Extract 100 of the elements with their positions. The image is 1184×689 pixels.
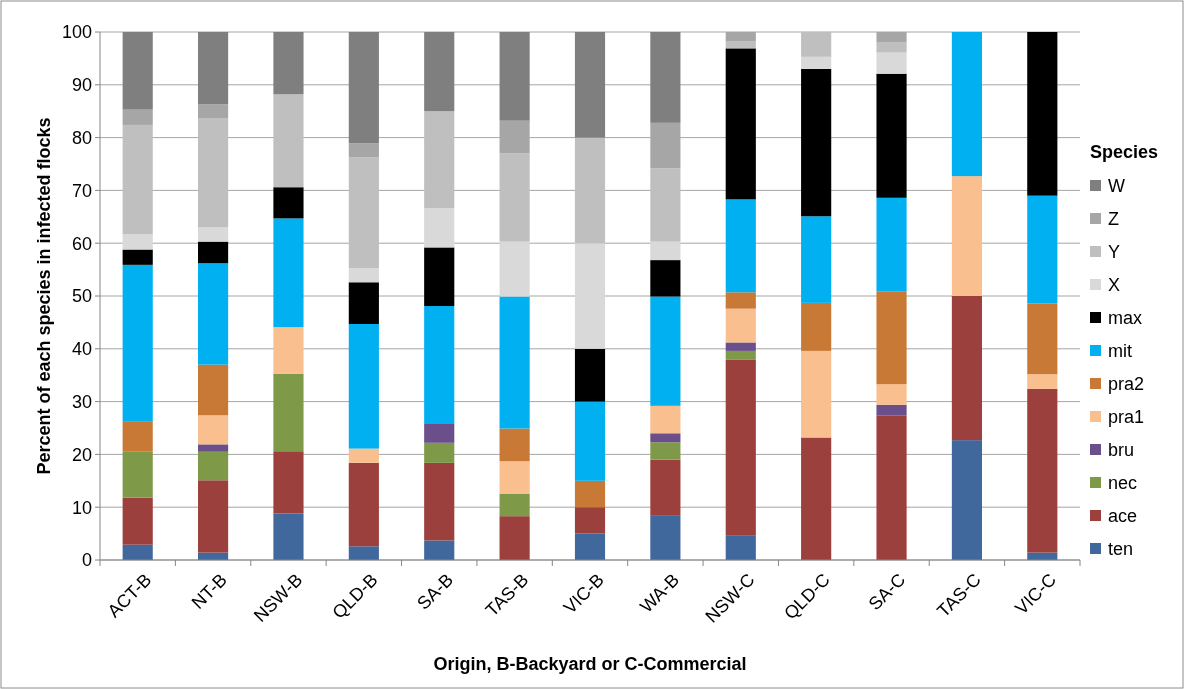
bar: [122, 264, 153, 422]
y-tick-label: 50: [71, 286, 92, 307]
legend-title: Species: [1090, 142, 1159, 162]
y-tick-label: 60: [71, 233, 92, 254]
y-tick-label: 100: [61, 22, 92, 43]
y-tick-label: 40: [71, 339, 92, 360]
bar: [725, 292, 756, 309]
bar: [650, 296, 681, 406]
bar: [801, 216, 832, 303]
bar: [951, 440, 982, 560]
bar: [198, 118, 229, 228]
bar: [348, 323, 379, 449]
bar: [348, 32, 379, 144]
bar: [725, 40, 756, 49]
bar: [801, 32, 832, 57]
legend-label: pra1: [1108, 407, 1145, 428]
bar: [876, 404, 907, 416]
bar: [574, 480, 606, 508]
bar: [348, 546, 379, 560]
legend-label: X: [1108, 275, 1121, 296]
bar: [801, 302, 832, 351]
bar: [650, 405, 681, 434]
bar: [801, 437, 832, 560]
bar: [1027, 303, 1058, 375]
bar: [876, 73, 907, 198]
x-axis-title: Origin, B-Backyard or C-Commercial: [433, 654, 747, 674]
bar: [122, 249, 153, 265]
y-tick-label: 80: [71, 127, 92, 148]
bar: [650, 433, 681, 443]
bar: [876, 42, 907, 53]
bar: [424, 540, 455, 560]
bar: [273, 187, 304, 219]
bar: [951, 176, 982, 296]
bar: [348, 462, 379, 547]
y-tick-label: 70: [71, 180, 92, 201]
bar: [574, 32, 606, 138]
bar: [198, 415, 229, 445]
bar: [273, 32, 304, 95]
bar: [725, 199, 756, 293]
bar: [198, 263, 229, 365]
bar: [273, 218, 304, 328]
bar: [499, 32, 530, 121]
y-tick-label: 90: [71, 75, 92, 96]
bar: [122, 497, 153, 545]
y-axis-title: Percent of each species in infected flocks: [34, 117, 54, 475]
bar: [650, 32, 681, 123]
bar: [499, 153, 530, 242]
legend-label: nec: [1108, 473, 1138, 494]
bar: [499, 494, 530, 517]
bar: [574, 533, 606, 560]
bar: [951, 296, 982, 441]
bar: [876, 52, 907, 74]
bar: [122, 32, 153, 110]
bar: [424, 208, 455, 248]
bar: [424, 247, 455, 307]
bar: [876, 291, 907, 385]
bar: [499, 296, 530, 429]
bar: [499, 516, 530, 560]
bar: [499, 461, 530, 494]
legend-label: Y: [1108, 242, 1121, 263]
bar: [725, 350, 756, 360]
bar: [951, 32, 982, 177]
legend-label: max: [1108, 308, 1143, 329]
bar: [424, 32, 455, 112]
bar: [499, 241, 530, 297]
bar: [122, 234, 153, 250]
bar: [574, 137, 606, 244]
bar: [574, 348, 606, 402]
bar: [574, 507, 606, 534]
legend-label: pra2: [1108, 374, 1145, 395]
bar: [198, 241, 229, 264]
bar: [198, 451, 229, 481]
bar: [198, 364, 229, 416]
bar: [122, 124, 153, 235]
bar: [876, 197, 907, 292]
legend-label: bru: [1108, 440, 1135, 461]
bar: [122, 109, 153, 125]
y-tick-label: 30: [71, 391, 92, 412]
bar: [198, 32, 229, 105]
y-tick-label: 0: [81, 550, 92, 571]
legend-label: mit: [1108, 341, 1132, 362]
bar: [650, 260, 681, 297]
bar: [348, 448, 379, 463]
bar: [273, 373, 304, 452]
bar: [122, 421, 153, 452]
bar: [876, 384, 907, 405]
bar: [273, 513, 304, 560]
legend-label: W: [1108, 176, 1125, 197]
bar: [801, 56, 832, 69]
legend-label: ace: [1108, 506, 1138, 527]
bar: [1027, 195, 1058, 304]
bar: [348, 282, 379, 324]
y-tick-label: 10: [71, 497, 92, 518]
bar: [348, 268, 379, 283]
bar: [1027, 374, 1058, 389]
bar: [198, 444, 229, 452]
bar: [1027, 32, 1058, 196]
bar: [499, 428, 530, 462]
bar: [273, 451, 304, 514]
bar: [273, 327, 304, 374]
